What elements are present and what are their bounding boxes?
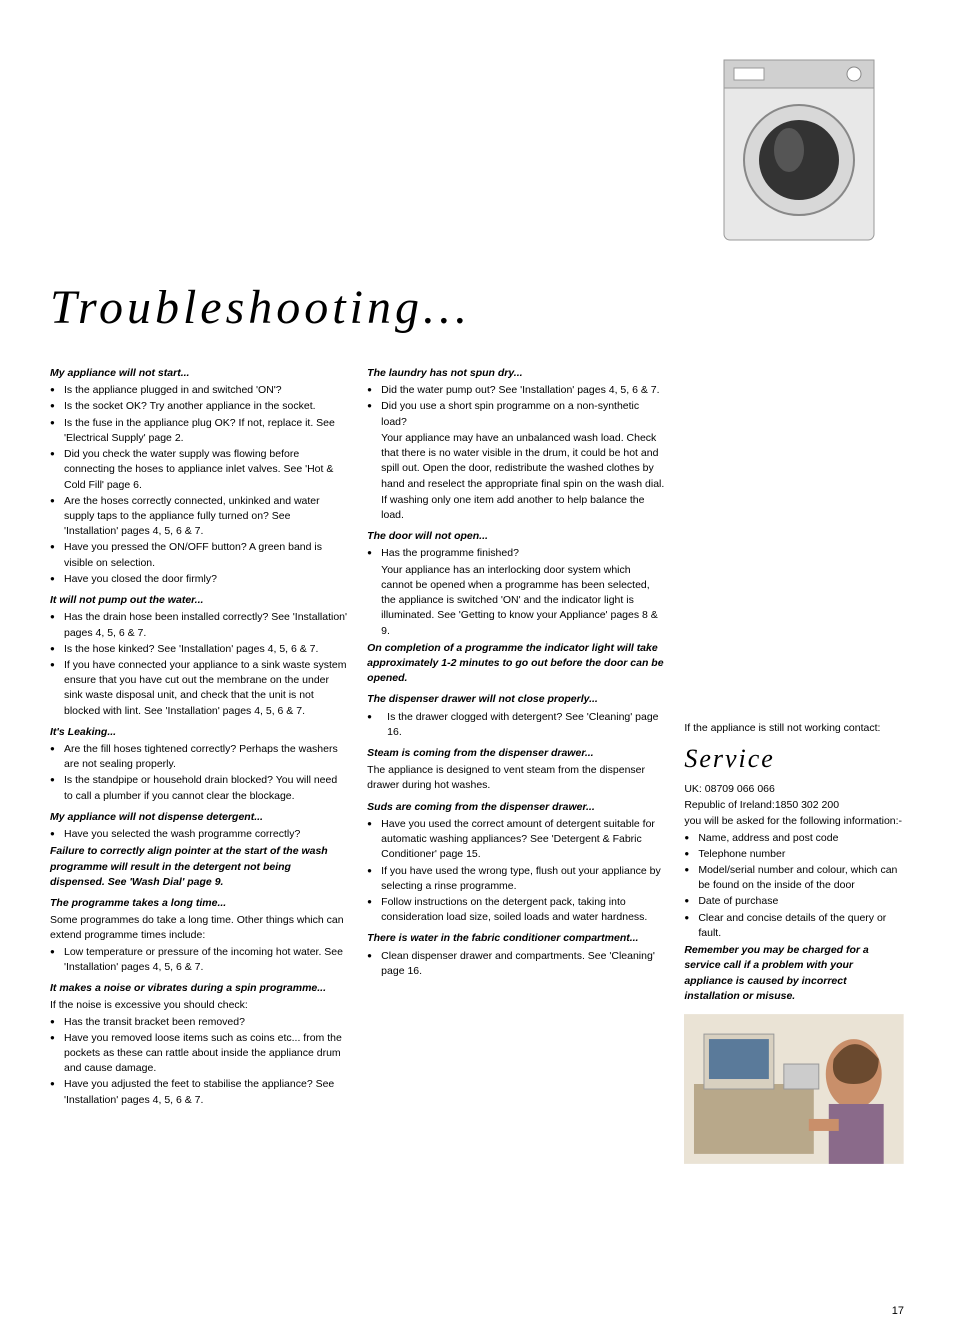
paragraph: If the noise is excessive you should che… (50, 998, 347, 1013)
column-2: The laundry has not spun dry... Did the … (367, 360, 664, 1169)
column-1: My appliance will not start... Is the ap… (50, 360, 347, 1169)
paragraph: If the appliance is still not working co… (684, 721, 904, 736)
list-item: Have you closed the door firmly? (50, 572, 347, 587)
content-columns: My appliance will not start... Is the ap… (50, 360, 904, 1169)
paragraph: If washing only one item add another to … (367, 493, 664, 523)
list-item: Date of purchase (684, 894, 904, 909)
bullet-list: Low temperature or pressure of the incom… (50, 945, 347, 975)
list-item: Have you selected the wash programme cor… (50, 827, 347, 842)
section-head: The door will not open... (367, 529, 664, 544)
list-item: Did the water pump out? See 'Installatio… (367, 383, 664, 398)
list-item: Telephone number (684, 847, 904, 862)
list-item: If you have connected your appliance to … (50, 658, 347, 719)
section-head: It's Leaking... (50, 725, 347, 740)
paragraph: you will be asked for the following info… (684, 814, 904, 829)
bullet-list: Has the drain hose been installed correc… (50, 610, 347, 719)
list-item: Have you pressed the ON/OFF button? A gr… (50, 540, 347, 570)
bullet-list: Have you selected the wash programme cor… (50, 827, 347, 842)
paragraph: Your appliance may have an unbalanced wa… (367, 431, 664, 492)
paragraph: The appliance is designed to vent steam … (367, 763, 664, 793)
list-item: Is the appliance plugged in and switched… (50, 383, 347, 398)
list-item: Has the programme finished? (367, 546, 664, 561)
bullet-list: Did the water pump out? See 'Installatio… (367, 383, 664, 430)
section-head: The dispenser drawer will not close prop… (367, 692, 664, 707)
list-item: Clear and concise details of the query o… (684, 911, 904, 941)
list-item: Clean dispenser drawer and compartments.… (367, 949, 664, 979)
list-item: Is the fuse in the appliance plug OK? If… (50, 416, 347, 446)
list-item: Is the drawer clogged with detergent? Se… (367, 710, 664, 740)
italic-note: Failure to correctly align pointer at th… (50, 844, 347, 890)
list-item: Is the standpipe or household drain bloc… (50, 773, 347, 803)
list-item: Are the fill hoses tightened correctly? … (50, 742, 347, 772)
bullet-list: Has the programme finished? (367, 546, 664, 561)
italic-note: On completion of a programme the indicat… (367, 641, 664, 687)
column-3: If the appliance is still not working co… (684, 360, 904, 1169)
page-number: 17 (892, 1305, 904, 1317)
bullet-list: Are the fill hoses tightened correctly? … (50, 742, 347, 804)
section-head: Suds are coming from the dispenser drawe… (367, 800, 664, 815)
paragraph: Some programmes do take a long time. Oth… (50, 913, 347, 943)
section-head: Steam is coming from the dispenser drawe… (367, 746, 664, 761)
italic-note: Remember you may be charged for a servic… (684, 943, 904, 1004)
bullet-list: Have you used the correct amount of dete… (367, 817, 664, 926)
section-head: The laundry has not spun dry... (367, 366, 664, 381)
spacer (684, 360, 904, 720)
list-item: Did you check the water supply was flowi… (50, 447, 347, 493)
list-item: Are the hoses correctly connected, unkin… (50, 494, 347, 540)
list-item: Have you removed loose items such as coi… (50, 1031, 347, 1077)
list-item: Has the transit bracket been removed? (50, 1015, 347, 1030)
washer-illustration (694, 50, 904, 250)
list-item: Follow instructions on the detergent pac… (367, 895, 664, 925)
section-head: It makes a noise or vibrates during a sp… (50, 981, 347, 996)
list-item: Is the hose kinked? See 'Installation' p… (50, 642, 347, 657)
paragraph: UK: 08709 066 066 (684, 782, 904, 797)
bullet-list: Is the appliance plugged in and switched… (50, 383, 347, 587)
list-item: Have you used the correct amount of dete… (367, 817, 664, 863)
list-item: Name, address and post code (684, 831, 904, 846)
service-illustration (684, 1014, 904, 1164)
list-item: Low temperature or pressure of the incom… (50, 945, 347, 975)
bullet-list: Has the transit bracket been removed? Ha… (50, 1015, 347, 1108)
bullet-list: Clean dispenser drawer and compartments.… (367, 949, 664, 979)
section-head: It will not pump out the water... (50, 593, 347, 608)
section-head: My appliance will not start... (50, 366, 347, 381)
paragraph: Your appliance has an interlocking door … (367, 563, 664, 639)
section-head: There is water in the fabric conditioner… (367, 931, 664, 946)
list-item: Did you use a short spin programme on a … (367, 399, 664, 429)
list-item: Is the socket OK? Try another appliance … (50, 399, 347, 414)
paragraph: Republic of Ireland:1850 302 200 (684, 798, 904, 813)
list-item: Model/serial number and colour, which ca… (684, 863, 904, 893)
list-item: If you have used the wrong type, flush o… (367, 864, 664, 894)
bullet-list: Name, address and post code Telephone nu… (684, 831, 904, 942)
bullet-list: Is the drawer clogged with detergent? Se… (367, 710, 664, 740)
service-title: Service (684, 740, 904, 778)
list-item: Have you adjusted the feet to stabilise … (50, 1077, 347, 1107)
section-head: The programme takes a long time... (50, 896, 347, 911)
page-title: Troubleshooting... (50, 280, 904, 335)
list-item: Has the drain hose been installed correc… (50, 610, 347, 640)
section-head: My appliance will not dispense detergent… (50, 810, 347, 825)
